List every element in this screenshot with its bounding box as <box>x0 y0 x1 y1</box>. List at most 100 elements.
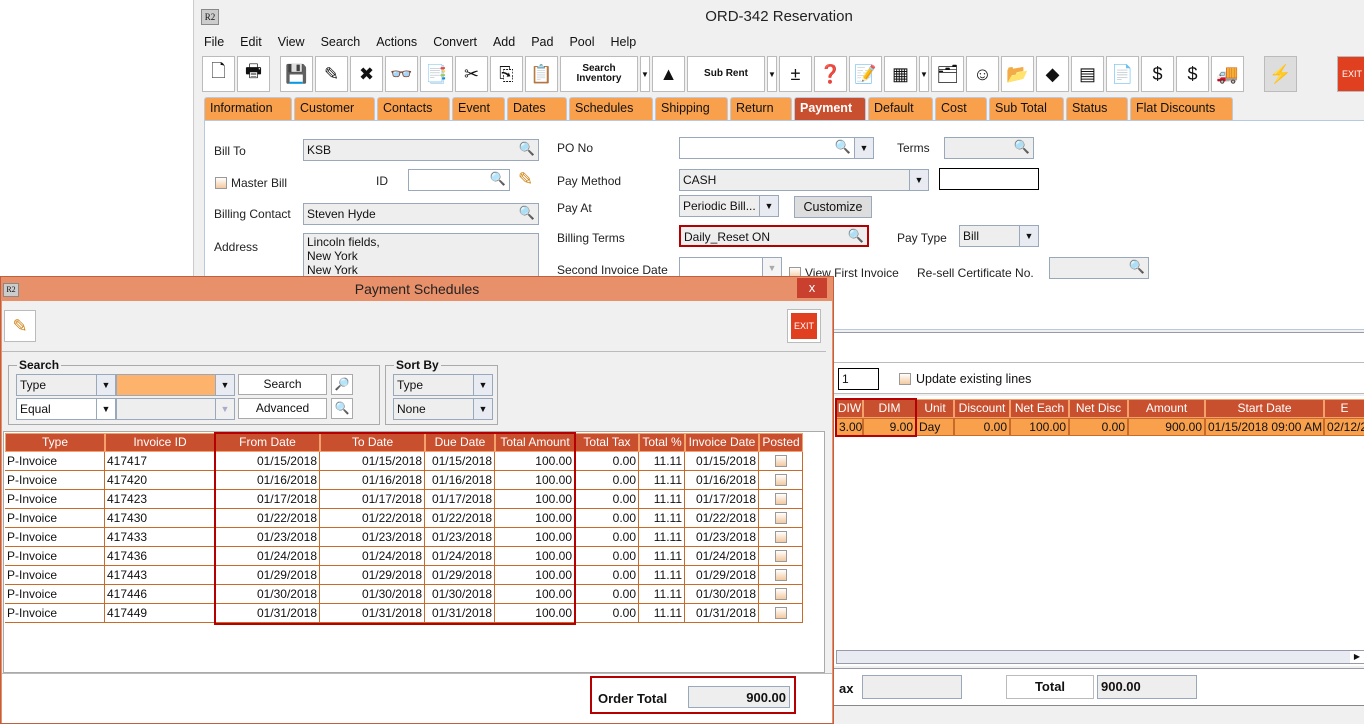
scroll-right-icon[interactable]: ▶ <box>1350 651 1364 663</box>
search-icon[interactable]: 🔍 <box>1128 259 1145 274</box>
add-remove-button[interactable]: ± <box>779 56 812 92</box>
tab-information[interactable]: Information <box>204 97 292 120</box>
table-row[interactable]: P-Invoice 417436 01/24/2018 01/24/2018 01/24… <box>4 547 804 566</box>
search-icon[interactable]: 🔍 <box>518 205 535 220</box>
table-row[interactable]: P-Invoice 417443 01/29/2018 01/29/2018 01/29… <box>4 566 804 585</box>
sub-rent-button[interactable]: Sub Rent <box>687 56 765 92</box>
menu-edit[interactable]: Edit <box>240 35 262 49</box>
pay-method-dropdown[interactable]: ▼ <box>909 169 929 191</box>
lightning-button[interactable]: ⚡ <box>1264 56 1297 92</box>
table-cell[interactable]: Day <box>916 418 954 436</box>
column-header[interactable]: Net Each <box>1010 399 1069 418</box>
dropdown-arrow-icon[interactable]: ▼ <box>473 398 493 420</box>
column-header[interactable]: Due Date <box>425 433 495 452</box>
grid-button[interactable]: ▦ <box>884 56 917 92</box>
column-header[interactable]: Type <box>5 433 105 452</box>
terms-field[interactable]: 🔍 <box>944 137 1034 159</box>
magnifier-icon[interactable]: 🔎 <box>331 374 353 395</box>
column-header[interactable]: Discount <box>954 399 1010 418</box>
master-bill-checkbox[interactable] <box>215 177 227 189</box>
shapes-button[interactable]: ▲ <box>652 56 685 92</box>
posted-checkbox[interactable] <box>774 455 787 467</box>
search-value-field[interactable] <box>116 374 216 396</box>
posted-checkbox[interactable] <box>774 493 787 505</box>
pay-at-select[interactable]: Periodic Bill... <box>679 195 761 217</box>
pay-type-select[interactable]: Bill <box>959 225 1021 247</box>
posted-checkbox[interactable] <box>774 474 787 486</box>
tab-sub-total[interactable]: Sub Total <box>989 97 1064 120</box>
po-no-field[interactable]: 🔍 <box>679 137 855 159</box>
table-row[interactable]: P-Invoice 417430 01/22/2018 01/22/2018 01/22… <box>4 509 804 528</box>
tab-event[interactable]: Event <box>452 97 505 120</box>
horizontal-scrollbar[interactable]: ▶ <box>836 650 1364 664</box>
dropdown-arrow-icon[interactable]: ▼ <box>640 56 650 92</box>
org-chart-button[interactable]: 🗂 <box>931 56 964 92</box>
posted-checkbox[interactable] <box>774 531 787 543</box>
table-cell[interactable]: 9.00 <box>863 418 916 436</box>
paste-button[interactable]: 📋 <box>525 56 558 92</box>
search-icon[interactable]: 🔍 <box>1013 139 1030 154</box>
table-cell[interactable]: 100.00 <box>1010 418 1069 436</box>
search-operator-select[interactable]: Equal <box>16 398 98 420</box>
pay-at-dropdown[interactable]: ▼ <box>759 195 779 217</box>
tab-status[interactable]: Status <box>1066 97 1128 120</box>
column-header[interactable]: Posted <box>759 433 803 452</box>
column-header[interactable]: Net Disc <box>1069 399 1128 418</box>
table-row[interactable]: P-Invoice 417420 01/16/2018 01/16/2018 01/16… <box>4 471 804 490</box>
tab-shipping[interactable]: Shipping <box>655 97 728 120</box>
dropdown-arrow-icon[interactable]: ▼ <box>473 374 493 396</box>
address-textarea[interactable]: Lincoln fields, New York New York <box>303 233 539 279</box>
search-icon[interactable]: 🔍 <box>834 139 851 154</box>
chart-button[interactable]: ▤ <box>1071 56 1104 92</box>
dropdown-arrow-icon[interactable]: ▼ <box>96 398 116 420</box>
menu-help[interactable]: Help <box>610 35 637 49</box>
dropdown-arrow-icon[interactable]: ▼ <box>215 374 235 396</box>
search-button[interactable]: Search <box>238 374 327 395</box>
tab-contacts[interactable]: Contacts <box>377 97 450 120</box>
table-row[interactable]: P-Invoice 417433 01/23/2018 01/23/2018 01/23… <box>4 528 804 547</box>
dropdown-arrow-icon[interactable]: ▼ <box>919 56 929 92</box>
bill-to-field[interactable]: KSB 🔍 <box>303 139 539 161</box>
search-icon[interactable]: 🔍 <box>847 228 864 243</box>
menu-pool[interactable]: Pool <box>569 35 595 49</box>
search-icon[interactable]: 🔍 <box>518 141 535 156</box>
menu-actions[interactable]: Actions <box>376 35 418 49</box>
quantity-field[interactable]: 1 <box>838 368 879 390</box>
sort-order-select[interactable]: None <box>393 398 475 420</box>
table-cell[interactable]: 900.00 <box>1128 418 1205 436</box>
note-edit-button[interactable]: 📄 <box>1106 56 1139 92</box>
smiley-button[interactable]: ☺ <box>966 56 999 92</box>
close-button[interactable]: x <box>797 278 827 298</box>
column-header[interactable]: Unit <box>916 399 954 418</box>
billing-terms-field[interactable]: Daily_Reset ON 🔍 <box>679 225 869 247</box>
po-no-dropdown[interactable]: ▼ <box>854 137 874 159</box>
menu-file[interactable]: File <box>204 35 225 49</box>
tab-schedules[interactable]: Schedules <box>569 97 653 120</box>
folder-check-button[interactable]: 📂 <box>1001 56 1034 92</box>
tab-return[interactable]: Return <box>730 97 792 120</box>
dropdown-arrow-icon[interactable]: ▼ <box>96 374 116 396</box>
posted-checkbox[interactable] <box>774 550 787 562</box>
exit-button[interactable]: EXIT <box>1337 56 1364 92</box>
billing-contact-field[interactable]: Steven Hyde 🔍 <box>303 203 539 225</box>
menu-view[interactable]: View <box>277 35 305 49</box>
exit-button[interactable]: EXIT <box>787 309 821 343</box>
tab-customer[interactable]: Customer <box>294 97 375 120</box>
tab-flat-discounts[interactable]: Flat Discounts <box>1130 97 1233 120</box>
column-header[interactable]: Invoice ID <box>105 433 215 452</box>
menu-pad[interactable]: Pad <box>531 35 554 49</box>
advanced-search-icon[interactable]: 🔍 <box>331 398 353 419</box>
convert-doc-button[interactable]: 📑 <box>420 56 453 92</box>
menu-search[interactable]: Search <box>320 35 361 49</box>
tab-dates[interactable]: Dates <box>507 97 567 120</box>
resell-certificate-field[interactable]: 🔍 <box>1049 257 1149 279</box>
delete-button[interactable]: ✖ <box>350 56 383 92</box>
new-button[interactable]: 🗋 <box>202 56 235 92</box>
pay-method-select[interactable]: CASH <box>679 169 911 191</box>
table-cell[interactable]: 0.00 <box>954 418 1010 436</box>
column-header[interactable]: To Date <box>320 433 425 452</box>
column-header[interactable]: Amount <box>1128 399 1205 418</box>
advanced-button[interactable]: Advanced <box>238 398 327 419</box>
table-cell[interactable]: 0.00 <box>1069 418 1128 436</box>
table-row[interactable]: P-Invoice 417417 01/15/2018 01/15/2018 01/15… <box>4 452 804 471</box>
